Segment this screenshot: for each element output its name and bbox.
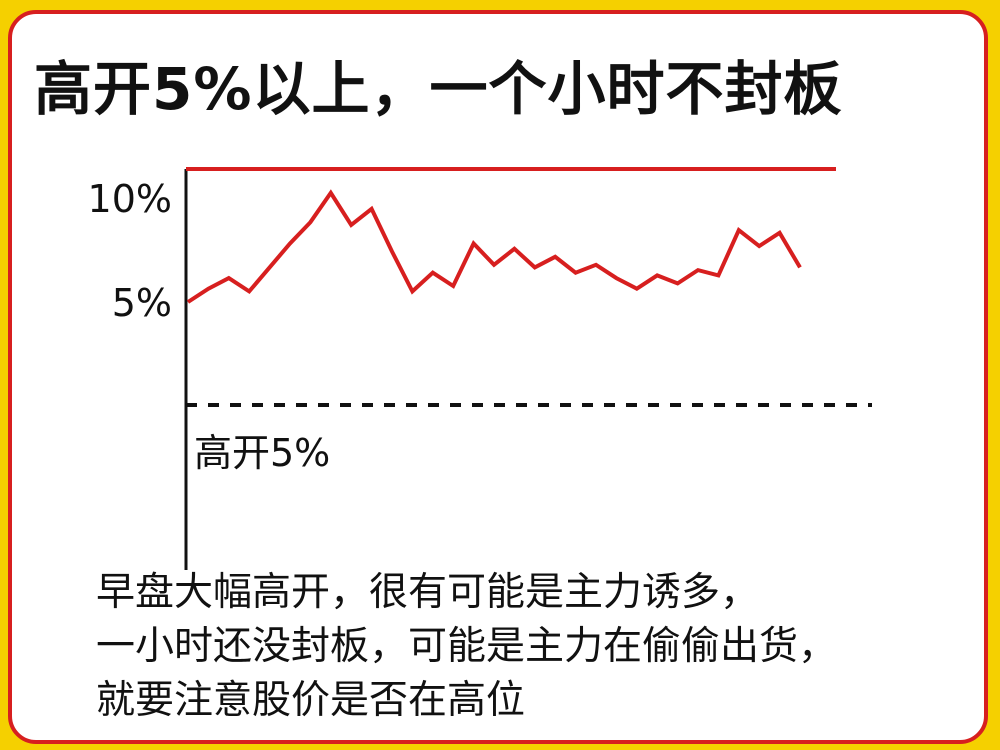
caption-line-2: 一小时还没封板，可能是主力在偷偷出货， [96, 624, 838, 669]
baseline-label: 高开5% [194, 431, 330, 475]
y-tick-label-5: 5% [112, 281, 172, 325]
series-group [186, 189, 802, 304]
caption-line-1: 早盘大幅高开，很有可能是主力诱多， [96, 570, 760, 615]
y-tick-label-10: 10% [88, 177, 172, 221]
card-frame: 高开5%以上，一个小时不封板 10% 5% 高开5% 早盘大幅高开，很有可能是主… [8, 10, 988, 744]
caption: 早盘大幅高开，很有可能是主力诱多， 一小时还没封板，可能是主力在偷偷出货， 就要… [96, 566, 837, 728]
page-title: 高开5%以上，一个小时不封板 [34, 55, 843, 123]
series-line-0 [186, 189, 802, 304]
caption-line-3: 就要注意股价是否在高位 [96, 678, 526, 723]
price-chart: 10% 5% 高开5% [88, 167, 872, 570]
